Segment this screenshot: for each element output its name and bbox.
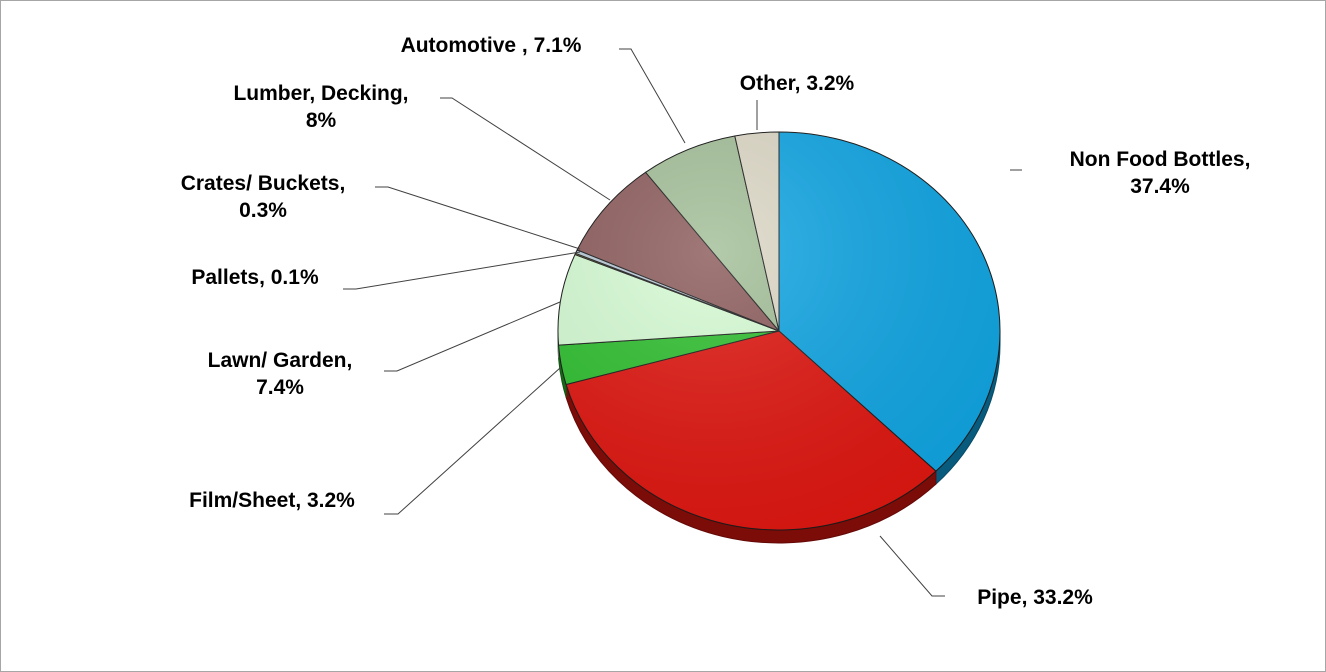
data-label-line: Lawn/ Garden, (208, 349, 353, 372)
leader-line-5 (375, 186, 581, 250)
data-label-line: 8% (306, 109, 337, 132)
data-label-6: Lumber, Decking, 8% (233, 82, 408, 132)
data-label-line: Pipe, 33.2% (977, 586, 1093, 609)
leader-line-6 (440, 97, 611, 201)
data-label-line: Pallets, 0.1% (191, 266, 319, 289)
data-label-line: Crates/ Buckets, (181, 172, 346, 195)
data-label-2: Film/Sheet, 3.2% (189, 489, 355, 512)
leader-line-2 (384, 367, 561, 515)
data-label-line: 7.4% (256, 376, 304, 399)
data-label-line: 37.4% (1130, 175, 1190, 198)
leader-lines (343, 48, 1022, 597)
data-label-5: Crates/ Buckets, 0.3% (181, 172, 346, 222)
pie-slices (557, 131, 1001, 531)
data-label-1: Pipe, 33.2% (977, 586, 1093, 609)
data-label-3: Lawn/ Garden, 7.4% (208, 349, 353, 399)
data-label-line: Film/Sheet, 3.2% (189, 489, 355, 512)
data-label-line: Automotive , 7.1% (401, 34, 582, 57)
data-label-line: Other, 3.2% (740, 72, 855, 95)
leader-line-7 (619, 48, 686, 144)
leader-line-4 (343, 251, 581, 290)
data-label-8: Other, 3.2% (740, 72, 855, 95)
data-label-line: Non Food Bottles, (1070, 148, 1251, 171)
data-labels: Non Food Bottles, 37.4% Pipe, 33.2% Film/Sh… (181, 34, 1251, 609)
data-label-line: 0.3% (239, 199, 287, 222)
data-label-7: Automotive , 7.1% (401, 34, 582, 57)
data-label-line: Lumber, Decking, (233, 82, 408, 105)
data-label-4: Pallets, 0.1% (191, 266, 319, 289)
leader-line-1 (879, 535, 945, 597)
leader-line-3 (384, 301, 561, 372)
data-label-0: Non Food Bottles, 37.4% (1070, 148, 1251, 198)
